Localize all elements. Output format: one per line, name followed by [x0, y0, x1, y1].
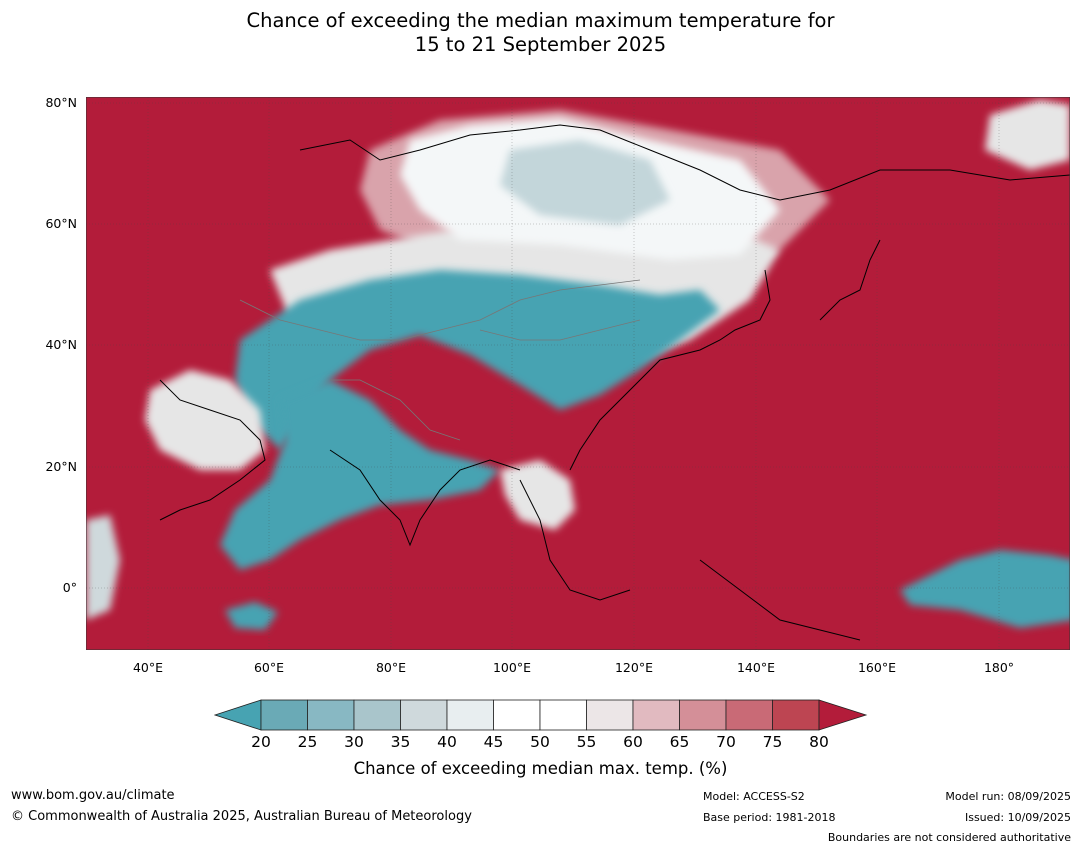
colorbar-segment [586, 699, 634, 731]
colorbar-extend-low [214, 699, 262, 731]
colorbar-tick-label: 40 [437, 733, 457, 751]
region-siberia-light-blue [500, 140, 670, 225]
footer-model: Model: ACCESS-S2 [703, 790, 805, 803]
footer-disclaimer: Boundaries are not considered authoritat… [827, 831, 1071, 844]
colorbar-tick-label: 75 [762, 733, 783, 751]
colorbar-extend-high [818, 699, 868, 731]
region-africa-pale [86, 515, 120, 620]
colorbar-segment [725, 699, 773, 731]
colorbar-tick-label: 35 [390, 733, 411, 751]
lat-label-20n: 20°N [45, 459, 77, 474]
lon-label-100e: 100°E [492, 660, 531, 675]
colorbar-tick-label: 70 [716, 733, 736, 751]
colorbar-tick-label: 50 [530, 733, 550, 751]
colorbar-tick-label: 20 [251, 733, 271, 751]
colorbar-label: Chance of exceeding median max. temp. (%… [353, 759, 728, 778]
lat-label-40n: 40°N [45, 337, 77, 352]
footer-website: www.bom.gov.au/climate [11, 788, 175, 803]
colorbar-segment [493, 699, 541, 731]
colorbar-segment [260, 699, 308, 731]
colorbar-segment [539, 699, 587, 731]
colorbar-segment [353, 699, 401, 731]
colorbar-segment [400, 699, 448, 731]
lat-label-60n: 60°N [45, 216, 77, 231]
region-central-asia-blue [235, 270, 720, 450]
footer-base-period: Base period: 1981-2018 [703, 811, 836, 824]
colorbar-tick-label: 30 [344, 733, 364, 751]
colorbar-tick-label: 80 [809, 733, 829, 751]
lon-label-60e: 60°E [253, 660, 285, 675]
colorbar-segment [772, 699, 820, 731]
colorbar-tick-label: 55 [576, 733, 597, 751]
colorbar-tick-label: 45 [483, 733, 504, 751]
title-line-1: Chance of exceeding the median maximum t… [246, 9, 835, 32]
colorbar-segment [632, 699, 680, 731]
region-arabian-sea-blue [225, 602, 278, 630]
graticule [86, 97, 1070, 650]
lon-label-160e: 160°E [857, 660, 896, 675]
footer-copyright: © Commonwealth of Australia 2025, Austra… [11, 809, 472, 824]
colorbar-tick-label: 65 [669, 733, 690, 751]
region-pacific-blue [900, 550, 1070, 628]
title-line-2: 15 to 21 September 2025 [414, 33, 667, 56]
colorbar-segment [307, 699, 355, 731]
colorbar-tick-label: 25 [297, 733, 318, 751]
region-east-pacific-pale [985, 100, 1070, 170]
lon-label-40e: 40°E [132, 660, 164, 675]
lon-label-80e: 80°E [375, 660, 407, 675]
colorbar-segment [446, 699, 494, 731]
footer-issued: Issued: 10/09/2025 [964, 811, 1071, 824]
lon-label-120e: 120°E [614, 660, 653, 675]
coastlines [159, 124, 1070, 641]
lon-label-180: 180° [983, 660, 1015, 675]
lat-label-0: 0° [62, 580, 77, 595]
footer-model-run: Model run: 08/09/2025 [945, 790, 1071, 803]
country-borders [239, 279, 641, 441]
lat-label-80n: 80°N [45, 95, 77, 110]
region-india-blue [220, 380, 500, 570]
colorbar-tick-label: 60 [623, 733, 643, 751]
colorbar-segment [679, 699, 727, 731]
colorbar [214, 699, 868, 731]
region-southeast-asia-pale [500, 460, 575, 530]
chart-title: Chance of exceeding the median maximum t… [0, 9, 1081, 57]
lon-label-140e: 140°E [736, 660, 775, 675]
